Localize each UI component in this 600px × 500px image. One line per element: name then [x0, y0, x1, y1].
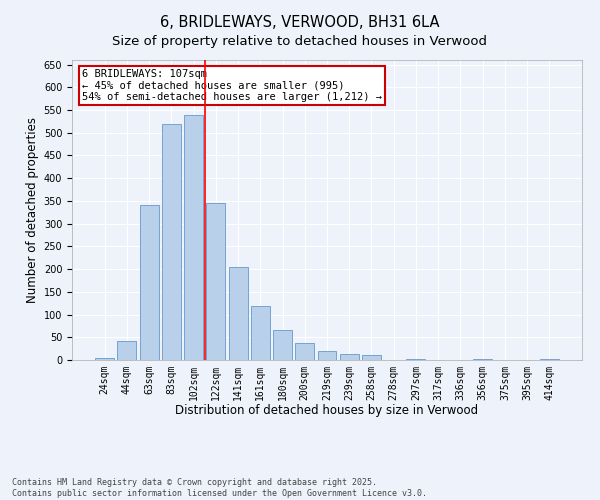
- Text: Contains HM Land Registry data © Crown copyright and database right 2025.
Contai: Contains HM Land Registry data © Crown c…: [12, 478, 427, 498]
- Bar: [340, 354, 359, 360]
- Bar: [540, 358, 559, 360]
- Text: 6 BRIDLEWAYS: 107sqm
← 45% of detached houses are smaller (995)
54% of semi-deta: 6 BRIDLEWAYS: 107sqm ← 45% of detached h…: [82, 69, 382, 102]
- Bar: [162, 124, 181, 360]
- Bar: [251, 306, 270, 360]
- Bar: [118, 341, 136, 360]
- Text: Size of property relative to detached houses in Verwood: Size of property relative to detached ho…: [113, 35, 487, 48]
- Bar: [140, 206, 158, 360]
- Bar: [229, 267, 248, 360]
- Bar: [206, 203, 225, 360]
- Y-axis label: Number of detached properties: Number of detached properties: [26, 117, 40, 303]
- Bar: [317, 351, 337, 360]
- Text: 6, BRIDLEWAYS, VERWOOD, BH31 6LA: 6, BRIDLEWAYS, VERWOOD, BH31 6LA: [160, 15, 440, 30]
- Bar: [473, 358, 492, 360]
- Bar: [95, 358, 114, 360]
- X-axis label: Distribution of detached houses by size in Verwood: Distribution of detached houses by size …: [175, 404, 479, 417]
- Bar: [273, 330, 292, 360]
- Bar: [406, 358, 425, 360]
- Bar: [362, 356, 381, 360]
- Bar: [295, 342, 314, 360]
- Bar: [184, 114, 203, 360]
